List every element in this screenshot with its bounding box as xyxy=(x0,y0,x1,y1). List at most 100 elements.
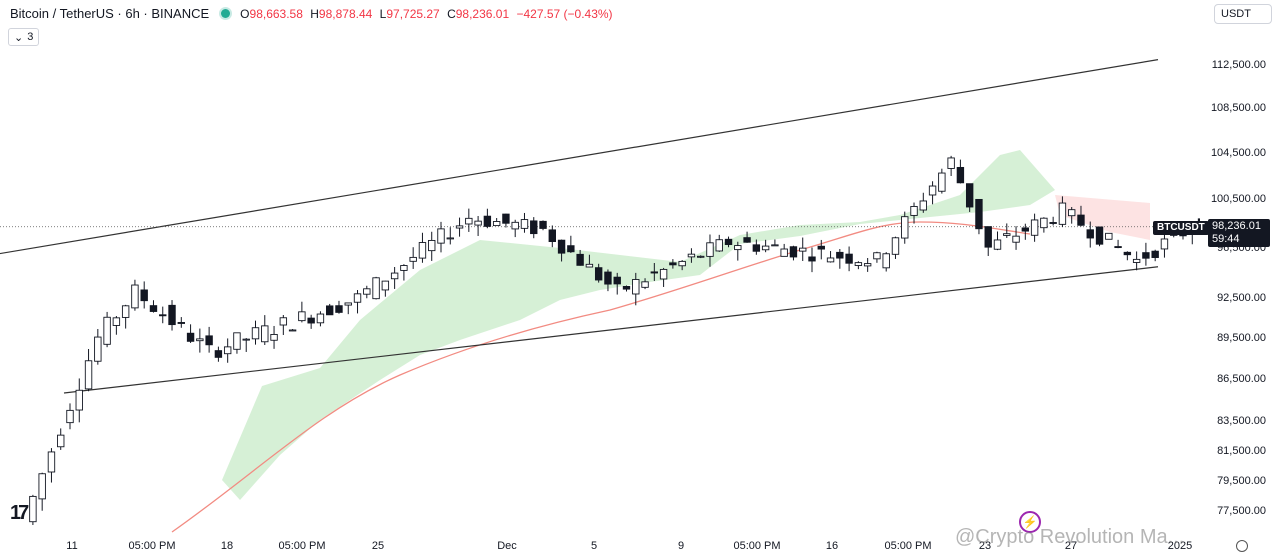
candle-up xyxy=(1003,233,1011,236)
candle-down xyxy=(724,238,733,245)
candle-countdown: 59:44 xyxy=(1212,233,1240,245)
candle-down xyxy=(594,267,603,281)
candle-down xyxy=(817,245,825,250)
candle-down xyxy=(214,350,223,358)
candle-up xyxy=(103,316,111,345)
candle-up xyxy=(344,302,352,306)
candle-up xyxy=(938,172,946,192)
candle-down xyxy=(956,166,965,184)
candle-up xyxy=(474,220,482,226)
symbol-title[interactable]: Bitcoin / TetherUS · 6h · BINANCE xyxy=(10,6,210,21)
candle-up xyxy=(780,248,788,257)
candle-up xyxy=(1058,202,1067,225)
watermark: @Crypto Revolution Ma... xyxy=(955,526,1185,548)
candle-down xyxy=(567,245,575,253)
candle-up xyxy=(47,451,56,473)
candle-up xyxy=(901,216,909,239)
price-tick-label: 77,500.00 xyxy=(1217,505,1266,517)
candle-up xyxy=(400,265,408,271)
candle-down xyxy=(1086,229,1094,239)
market-status-icon xyxy=(221,9,231,18)
candle-up xyxy=(437,228,445,244)
time-tick-label: 5 xyxy=(590,540,598,552)
candle-up xyxy=(288,329,297,332)
candle-up xyxy=(734,245,742,251)
candle-down xyxy=(140,289,148,302)
time-tick-label: 2025 xyxy=(1167,540,1193,552)
candle-up xyxy=(1068,209,1076,217)
candle-up xyxy=(455,225,464,229)
time-tick-label: 05:00 PM xyxy=(884,540,932,552)
candle-down xyxy=(483,215,492,227)
candle-down xyxy=(1142,252,1150,259)
candle-down xyxy=(808,256,816,262)
time-tick-label: 05:00 PM xyxy=(128,540,176,552)
candle-up xyxy=(242,338,250,341)
time-tick-label: 23 xyxy=(978,540,992,552)
candle-up xyxy=(121,305,130,318)
candle-up xyxy=(84,360,93,390)
candle-up xyxy=(66,409,74,424)
candle-up xyxy=(446,237,454,240)
candle-down xyxy=(965,183,974,208)
candle-down xyxy=(669,262,677,266)
price-axis[interactable]: 112,500.00 108,500.00 104,500.00 100,500.00… xyxy=(1200,0,1280,559)
price-tick-label: 83,500.00 xyxy=(1217,415,1266,427)
candle-up xyxy=(659,268,668,280)
candle-up xyxy=(771,244,779,247)
candle-up xyxy=(761,245,770,251)
candle-up xyxy=(706,242,714,257)
candle-down xyxy=(335,305,343,313)
candle-down xyxy=(650,271,659,274)
candle-up xyxy=(353,293,362,303)
price-chart[interactable] xyxy=(0,0,1200,559)
candle-up xyxy=(428,239,436,252)
indicators-toggle-button[interactable]: ⌄ 3 xyxy=(8,28,40,46)
candle-up xyxy=(919,200,927,211)
time-tick-label: 05:00 PM xyxy=(278,540,326,552)
candle-up xyxy=(511,221,519,230)
price-tick-label: 86,500.00 xyxy=(1217,373,1266,385)
candle-up xyxy=(492,221,501,227)
currency-select[interactable]: USDT xyxy=(1214,4,1272,24)
candle-up xyxy=(298,311,306,322)
candle-down xyxy=(836,251,844,259)
candle-up xyxy=(223,346,232,355)
candle-down xyxy=(604,271,612,285)
timezone-icon[interactable] xyxy=(1236,540,1248,552)
candle-down xyxy=(622,286,631,290)
candle-down xyxy=(149,305,158,312)
price-tick-label: 100,500.00 xyxy=(1210,193,1266,205)
ohlc-values: O98,663.58 H98,878.44 L97,725.27 C98,236… xyxy=(240,6,613,21)
candle-down xyxy=(557,239,566,254)
candle-up xyxy=(29,495,37,523)
candle-up xyxy=(112,317,121,326)
candle-down xyxy=(539,220,547,229)
candle-up xyxy=(854,262,863,266)
candle-down xyxy=(1077,214,1085,226)
candle-up xyxy=(697,255,705,258)
candle-up xyxy=(372,277,380,300)
candle-up xyxy=(1132,258,1141,263)
candle-up xyxy=(390,272,399,280)
lightning-icon[interactable]: ⚡ xyxy=(1019,511,1041,533)
candle-down xyxy=(613,276,621,285)
candle-up xyxy=(910,206,918,216)
chevron-down-icon: ⌄ xyxy=(14,31,24,44)
candle-up xyxy=(131,284,139,309)
moving-average-line xyxy=(171,221,1031,533)
candle-up xyxy=(38,473,46,500)
chart-legend: Bitcoin / TetherUS · 6h · BINANCE O98,66… xyxy=(10,6,617,21)
candle-down xyxy=(975,198,983,230)
candle-up xyxy=(316,313,325,324)
candle-down xyxy=(845,253,853,264)
tradingview-logo-icon[interactable]: 17 xyxy=(10,502,29,524)
indicators-count: 3 xyxy=(27,31,34,43)
candle-down xyxy=(186,332,195,342)
candle-down xyxy=(326,305,334,316)
time-tick-label: Dec xyxy=(497,540,517,552)
price-tick-label: 92,500.00 xyxy=(1217,292,1266,304)
candle-up xyxy=(1040,217,1048,229)
candle-up xyxy=(233,332,241,350)
ichimoku-cloud xyxy=(222,150,1055,500)
